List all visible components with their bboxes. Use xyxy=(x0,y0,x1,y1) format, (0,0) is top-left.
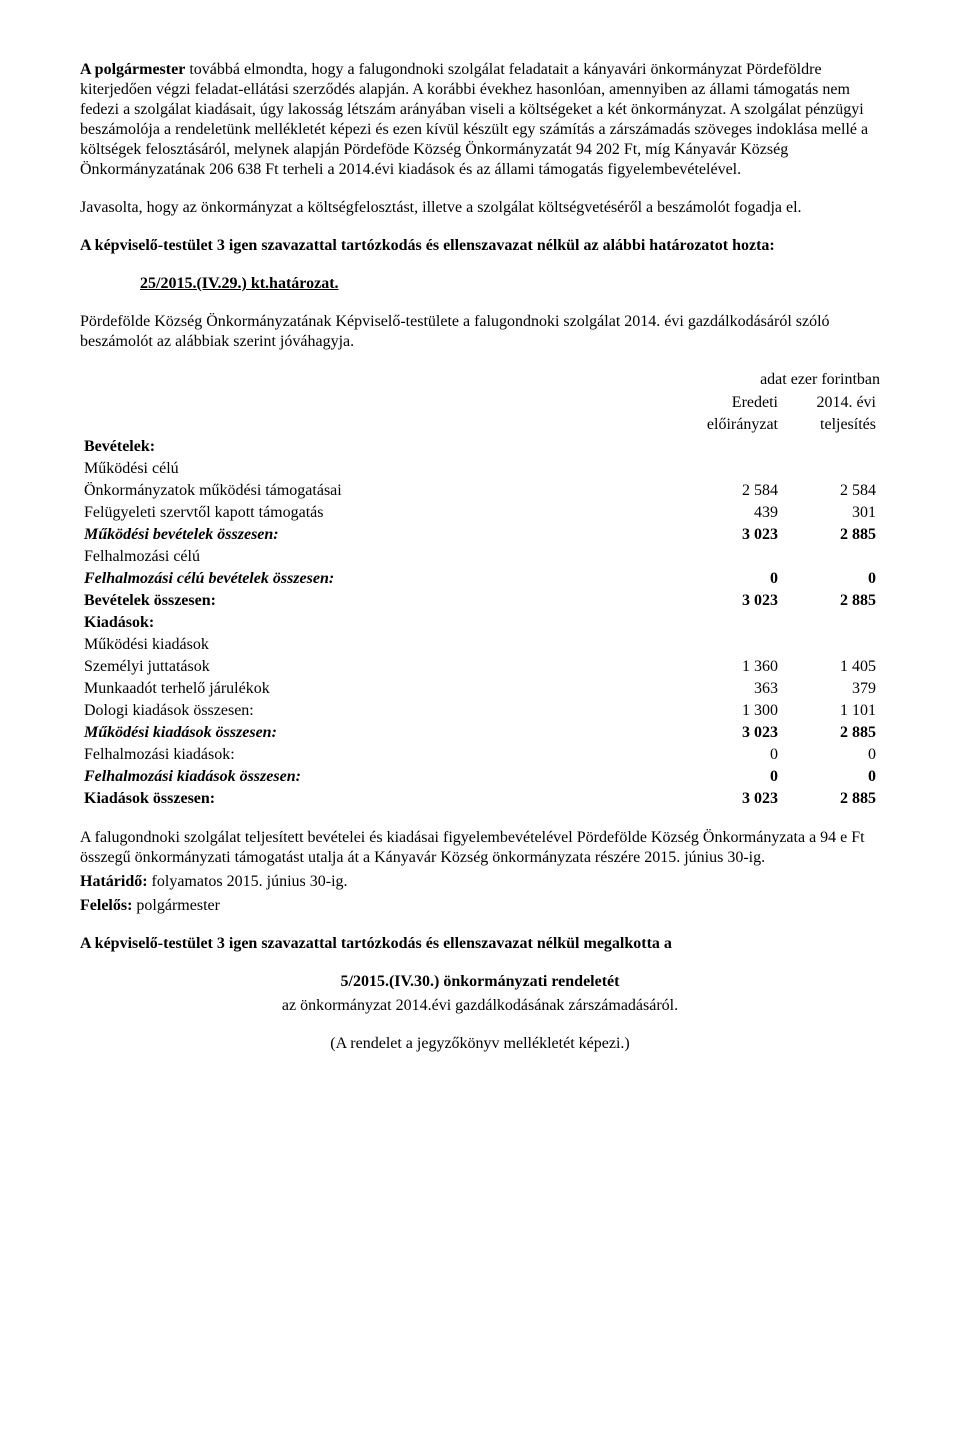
table-cell: Működési célú xyxy=(80,458,684,480)
para1-lead: A polgármester xyxy=(80,61,185,78)
table-cell: Bevételek összesen: xyxy=(80,590,684,612)
table-cell xyxy=(782,634,880,656)
hatarido-value: folyamatos 2015. június 30-ig. xyxy=(148,873,348,890)
table-row: Felhalmozási kiadások: 0 0 xyxy=(80,744,880,766)
table-cell: 3 023 xyxy=(684,590,782,612)
table-row: Működési célú xyxy=(80,458,880,480)
table-cell: 3 023 xyxy=(684,722,782,744)
table-cell: 363 xyxy=(684,678,782,700)
table-cell: 1 101 xyxy=(782,700,880,722)
table-cell: Önkormányzatok működési támogatásai xyxy=(80,480,684,502)
table-cell: 0 xyxy=(782,568,880,590)
table-row: Bevételek: xyxy=(80,436,880,458)
table-cell: 379 xyxy=(782,678,880,700)
table-cell: 2 885 xyxy=(782,524,880,546)
table-cell: Felhalmozási célú bevételek összesen: xyxy=(80,568,684,590)
table-row: Működési kiadások összesen: 3 023 2 885 xyxy=(80,722,880,744)
table-cell: 0 xyxy=(782,744,880,766)
unit-note: adat ezer forintban xyxy=(80,370,880,390)
table-cell: 2 584 xyxy=(782,480,880,502)
paragraph-1: A polgármester továbbá elmondta, hogy a … xyxy=(80,60,880,180)
responsible-line: Felelős: polgármester xyxy=(80,896,880,916)
bevetelek-header: Bevételek: xyxy=(80,436,684,458)
table-cell xyxy=(684,436,782,458)
table-cell: 2 885 xyxy=(782,722,880,744)
table-row: Működési bevételek összesen: 3 023 2 885 xyxy=(80,524,880,546)
table-row: Dologi kiadások összesen: 1 300 1 101 xyxy=(80,700,880,722)
table-cell: 2 885 xyxy=(782,788,880,810)
table-cell: 301 xyxy=(782,502,880,524)
table-cell: Működési kiadások xyxy=(80,634,684,656)
resolution-number: 25/2015.(IV.29.) kt.határozat. xyxy=(140,274,880,294)
table-row: Kiadások összesen: 3 023 2 885 xyxy=(80,788,880,810)
table-cell xyxy=(684,612,782,634)
table-cell: Személyi juttatások xyxy=(80,656,684,678)
table-cell: Kiadások összesen: xyxy=(80,788,684,810)
table-row: Felhalmozási kiadások összesen: 0 0 xyxy=(80,766,880,788)
resolution-body: Pördefölde Község Önkormányzatának Képvi… xyxy=(80,312,880,352)
table-header-row: Eredeti 2014. évi xyxy=(80,392,880,414)
table-cell: 3 023 xyxy=(684,524,782,546)
table-cell: 0 xyxy=(782,766,880,788)
table-cell xyxy=(782,436,880,458)
table-cell xyxy=(782,458,880,480)
table-cell: Felhalmozási célú xyxy=(80,546,684,568)
table-cell xyxy=(782,612,880,634)
resolution-intro-1: A képviselő-testület 3 igen szavazattal … xyxy=(80,236,880,256)
col1-header-b: előirányzat xyxy=(684,414,782,436)
col2-header-a: 2014. évi xyxy=(782,392,880,414)
resolution-intro-2: A képviselő-testület 3 igen szavazattal … xyxy=(80,934,880,954)
table-row: Felügyeleti szervtől kapott támogatás 43… xyxy=(80,502,880,524)
table-row: Önkormányzatok működési támogatásai 2 58… xyxy=(80,480,880,502)
table-cell: Működési bevételek összesen: xyxy=(80,524,684,546)
table-cell: Munkaadót terhelő járulékok xyxy=(80,678,684,700)
table-cell: 2 885 xyxy=(782,590,880,612)
table-cell: 0 xyxy=(684,744,782,766)
table-cell: 2 584 xyxy=(684,480,782,502)
table-cell: Felhalmozási kiadások összesen: xyxy=(80,766,684,788)
table-row: Kiadások: xyxy=(80,612,880,634)
table-cell: 1 360 xyxy=(684,656,782,678)
table-cell: Felügyeleti szervtől kapott támogatás xyxy=(80,502,684,524)
table-cell: 439 xyxy=(684,502,782,524)
decree-number: 5/2015.(IV.30.) önkormányzati rendeletét xyxy=(80,972,880,992)
kiadasok-header: Kiadások: xyxy=(80,612,684,634)
decree-subject: az önkormányzat 2014.évi gazdálkodásának… xyxy=(80,996,880,1016)
table-header-row: előirányzat teljesítés xyxy=(80,414,880,436)
table-cell xyxy=(80,414,684,436)
table-cell xyxy=(684,634,782,656)
table-cell: 0 xyxy=(684,766,782,788)
table-cell: 1 300 xyxy=(684,700,782,722)
table-row: Személyi juttatások 1 360 1 405 xyxy=(80,656,880,678)
table-row: Működési kiadások xyxy=(80,634,880,656)
table-cell: 0 xyxy=(684,568,782,590)
table-cell: Működési kiadások összesen: xyxy=(80,722,684,744)
table-cell: 3 023 xyxy=(684,788,782,810)
table-row: Bevételek összesen: 3 023 2 885 xyxy=(80,590,880,612)
closing-paragraph: A falugondnoki szolgálat teljesített bev… xyxy=(80,828,880,868)
table-cell xyxy=(684,458,782,480)
table-row: Felhalmozási célú bevételek összesen: 0 … xyxy=(80,568,880,590)
para1-text: A polgármester továbbá elmondta, hogy a … xyxy=(80,61,868,178)
table-cell xyxy=(80,392,684,414)
finance-table: Eredeti 2014. évi előirányzat teljesítés… xyxy=(80,392,880,810)
felelos-value: polgármester xyxy=(132,897,220,914)
paragraph-2: Javasolta, hogy az önkormányzat a költsé… xyxy=(80,198,880,218)
table-cell xyxy=(684,546,782,568)
deadline-line: Határidő: folyamatos 2015. június 30-ig. xyxy=(80,872,880,892)
table-cell: Dologi kiadások összesen: xyxy=(80,700,684,722)
col1-header-a: Eredeti xyxy=(684,392,782,414)
col2-header-b: teljesítés xyxy=(782,414,880,436)
felelos-label: Felelős: xyxy=(80,897,132,914)
table-row: Munkaadót terhelő járulékok 363 379 xyxy=(80,678,880,700)
hatarido-label: Határidő: xyxy=(80,873,148,890)
table-cell xyxy=(782,546,880,568)
table-cell: Felhalmozási kiadások: xyxy=(80,744,684,766)
table-cell: 1 405 xyxy=(782,656,880,678)
appendix-note: (A rendelet a jegyzőkönyv mellékletét ké… xyxy=(80,1034,880,1054)
table-row: Felhalmozási célú xyxy=(80,546,880,568)
